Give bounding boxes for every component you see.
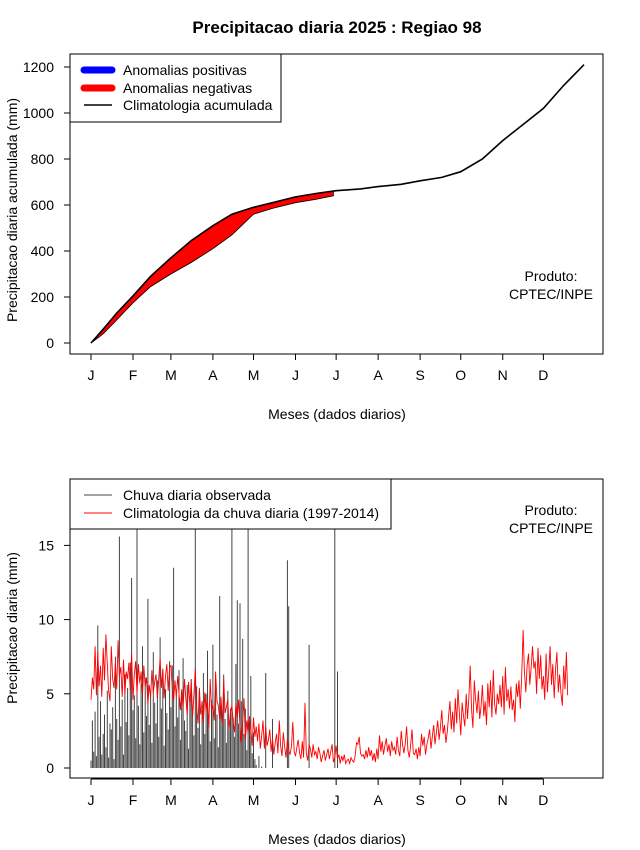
legend-bottom: Chuva diaria observada Climatologia da c… — [69, 478, 392, 530]
x-tick-label-bottom: N — [498, 792, 508, 808]
legend-label-observed: Chuva diaria observada — [123, 487, 271, 503]
y-tick-label-top: 1200 — [23, 59, 54, 75]
x-tick-label-bottom: D — [538, 792, 548, 808]
y-tick-label-top: 800 — [31, 151, 55, 167]
x-tick-label-bottom: A — [208, 792, 218, 808]
x-tick-label-bottom: J — [333, 792, 340, 808]
y-tick-label-bottom: 5 — [46, 686, 54, 702]
credit-line-2-bottom: CPTEC/INPE — [509, 520, 593, 536]
x-tick-label-bottom: O — [455, 792, 466, 808]
y-tick-label-bottom: 0 — [46, 760, 54, 776]
x-tick-label-bottom: A — [373, 792, 383, 808]
x-axis-label-bottom: Meses (dados diarios) — [268, 831, 406, 847]
y-tick-label-bottom: 15 — [38, 537, 54, 553]
legend-label-negative: Anomalias negativas — [123, 80, 252, 96]
x-tick-label-bottom: F — [129, 792, 138, 808]
y-tick-label-top: 600 — [31, 197, 55, 213]
credit-line-1-top: Produto: — [525, 268, 578, 284]
x-tick-label-top: J — [292, 367, 299, 383]
chart-title: Precipitacao diaria 2025 : Regiao 98 — [192, 18, 481, 37]
x-tick-label-bottom: S — [415, 792, 424, 808]
x-tick-label-top: J — [333, 367, 340, 383]
x-tick-label-top: O — [455, 367, 466, 383]
credit-line-1-bottom: Produto: — [525, 502, 578, 518]
legend-top: Anomalias positivas Anomalias negativas … — [69, 53, 282, 123]
y-tick-label-top: 0 — [46, 335, 54, 351]
x-tick-label-top: A — [373, 367, 383, 383]
legend-label-climatology: Climatologia acumulada — [123, 97, 273, 113]
daily-precipitation-chart: 0 5 10 15 J F M A M J J A S O N D Meses (dados diarios… — [4, 478, 604, 847]
x-tick-label-top: M — [165, 367, 177, 383]
y-tick-label-top: 400 — [31, 243, 55, 259]
y-axis-label-bottom: Precipitacao diaria (mm) — [4, 552, 20, 704]
x-tick-label-top: N — [498, 367, 508, 383]
x-tick-label-bottom: M — [165, 792, 177, 808]
observed-daily-bars — [90, 493, 338, 768]
legend-label-climatology-daily: Climatologia da chuva diaria (1997-2014) — [123, 505, 379, 521]
y-axis-bottom: 0 5 10 15 — [38, 537, 71, 776]
negative-anomaly-area — [90, 190, 334, 344]
x-tick-label-bottom: J — [292, 792, 299, 808]
x-tick-label-top: J — [88, 367, 95, 383]
x-tick-label-top: D — [538, 367, 548, 383]
y-axis-label-top: Precipitacao diaria acumulada (mm) — [4, 98, 20, 322]
y-axis-top: 0 200 400 600 800 1000 1200 — [23, 59, 71, 351]
legend-box-bottom — [69, 478, 392, 530]
x-axis-label-top: Meses (dados diarios) — [268, 406, 406, 422]
climatology-daily-line — [90, 629, 569, 766]
x-tick-label-bottom: M — [248, 792, 260, 808]
cumulative-precipitation-chart: 0 200 400 600 800 1000 1200 J F M A M J J A S O N D Meses… — [4, 53, 604, 422]
y-tick-label-top: 1000 — [23, 105, 54, 121]
climatology-cumulative-line — [90, 64, 585, 344]
x-tick-label-top: F — [129, 367, 138, 383]
y-tick-label-bottom: 10 — [38, 612, 54, 628]
x-tick-label-top: M — [248, 367, 260, 383]
x-tick-label-top: S — [415, 367, 424, 383]
credit-line-2-top: CPTEC/INPE — [509, 286, 593, 302]
legend-label-positive: Anomalias positivas — [123, 62, 247, 78]
x-tick-label-top: A — [208, 367, 218, 383]
y-tick-label-top: 200 — [31, 289, 55, 305]
x-tick-label-bottom: J — [88, 792, 95, 808]
